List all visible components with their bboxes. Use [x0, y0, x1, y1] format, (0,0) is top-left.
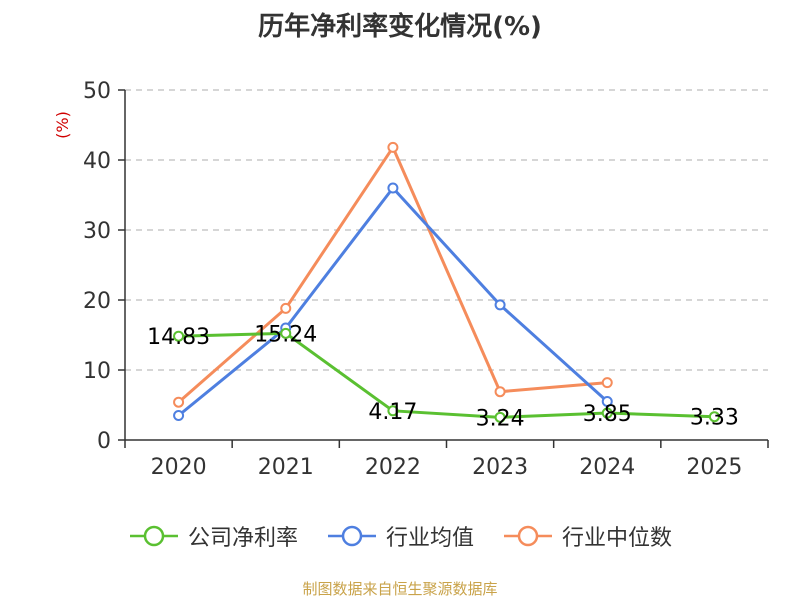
- data-point: [494, 386, 506, 398]
- data-point: [601, 396, 613, 407]
- data-point: [387, 141, 399, 153]
- legend-item[interactable]: 行业均值: [326, 520, 474, 552]
- legend-marker-icon: [327, 525, 376, 547]
- x-tick-label: 2025: [686, 455, 742, 480]
- series-lines: [173, 141, 720, 423]
- data-label: 15.24: [254, 322, 317, 347]
- x-tick-label: 2023: [472, 455, 528, 480]
- data-point: [173, 330, 185, 342]
- legend: 公司净利率 行业均值 行业中位数: [0, 520, 800, 552]
- data-point: [387, 405, 399, 417]
- legend-label: 公司净利率: [187, 526, 298, 551]
- data-label: 3.24: [476, 406, 525, 431]
- data-point: [601, 377, 613, 389]
- chart-title: 历年净利率变化情况(%): [258, 12, 542, 42]
- data-label: 14.83: [147, 325, 210, 350]
- x-tick-label: 2020: [151, 455, 207, 480]
- data-point: [280, 327, 292, 339]
- y-tick-label: 0: [97, 429, 111, 454]
- y-tick-label: 30: [83, 219, 111, 244]
- legend-item[interactable]: 行业中位数: [502, 520, 672, 552]
- legend-marker-icon: [129, 525, 178, 547]
- x-tick-label: 2021: [258, 455, 314, 480]
- data-label: 3.33: [690, 406, 739, 431]
- data-point: [708, 411, 720, 423]
- data-point: [494, 299, 506, 311]
- data-point: [601, 407, 613, 419]
- series-line: [177, 186, 609, 417]
- data-label: 4.17: [368, 400, 417, 425]
- data-point: [173, 396, 185, 408]
- data-label: 3.85: [583, 402, 632, 427]
- legend-item[interactable]: 公司净利率: [128, 520, 298, 552]
- data-point: [280, 302, 292, 314]
- data-labels: 14.83 15.24 4.17 3.24 3.85 3.33: [147, 322, 739, 431]
- series-line: [178, 331, 715, 419]
- y-tick-label: 40: [83, 149, 111, 174]
- y-tick-label: 50: [83, 79, 111, 104]
- legend-marker-icon: [504, 525, 552, 547]
- legend-label: 行业中位数: [562, 526, 673, 551]
- grid-lines: [125, 89, 768, 371]
- y-tick-label: 20: [83, 289, 111, 314]
- legend-label: 行业均值: [385, 526, 474, 551]
- y-axis-unit-label: (%): [53, 111, 72, 139]
- axes: 0 10 20 30 40 50 2020 2021 2022 2023 2024 2025: [83, 79, 769, 480]
- source-credit: 制图数据来自恒生聚源数据库: [302, 580, 498, 598]
- y-tick-label: 10: [83, 359, 111, 384]
- data-point: [387, 182, 399, 194]
- x-tick-label: 2022: [365, 455, 421, 480]
- x-tick-label: 2024: [579, 455, 635, 480]
- data-point: [494, 411, 506, 423]
- data-point: [173, 410, 185, 421]
